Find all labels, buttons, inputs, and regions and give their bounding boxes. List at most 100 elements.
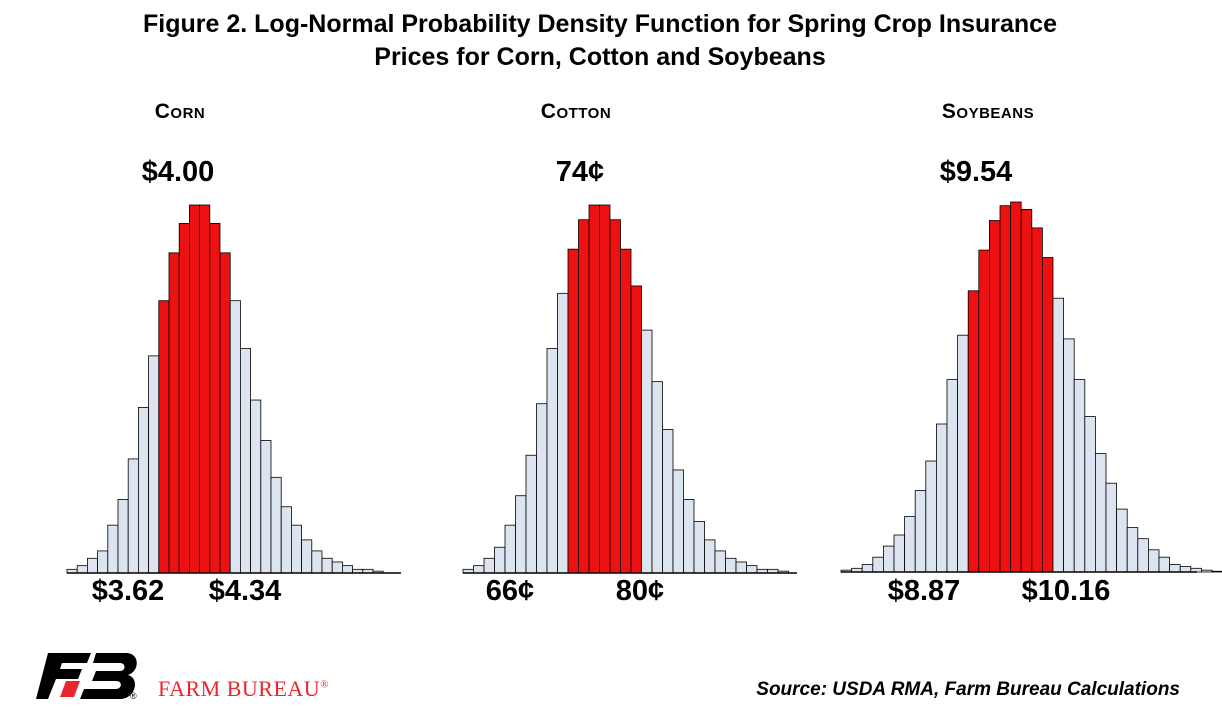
- corn-bar-1: [76, 565, 88, 574]
- corn-bar-16: [229, 300, 241, 574]
- corn-bar-7: [137, 406, 149, 574]
- corn-high-label: $4.34: [208, 575, 282, 607]
- corn-bar-21: [280, 506, 292, 574]
- corn-bar-26: [331, 561, 343, 574]
- cotton-panel-title: Cotton: [540, 100, 612, 123]
- soybeans-bar-4: [883, 545, 895, 573]
- soybeans-bar-18: [1031, 227, 1043, 573]
- source-note: Source: USDA RMA, Farm Bureau Calculatio…: [756, 679, 1180, 700]
- cotton-bar-22: [693, 521, 705, 574]
- corn-bar-4: [107, 524, 119, 574]
- soybeans-bar-16: [1010, 201, 1022, 573]
- soybeans-bar-24: [1095, 453, 1107, 573]
- cotton-bar-16: [630, 285, 642, 574]
- brand-name: FARM BUREAU: [158, 676, 321, 701]
- cotton-bar-1: [473, 565, 485, 574]
- corn-bar-14: [209, 222, 221, 574]
- cotton-bar-25: [725, 557, 737, 574]
- cotton-bar-14: [609, 219, 621, 574]
- corn-bar-13: [199, 204, 211, 574]
- corn-bar-2: [87, 557, 99, 574]
- cotton-bar-10: [567, 248, 579, 574]
- soybeans-bar-25: [1105, 482, 1118, 573]
- corn-bar-17: [239, 348, 251, 574]
- cotton-bar-6: [525, 454, 537, 574]
- corn-bar-18: [250, 399, 262, 574]
- soybeans-bar-9: [936, 423, 948, 573]
- brand-registered-mark: ®: [320, 678, 330, 691]
- corn-bar-24: [311, 550, 323, 574]
- soybeans-bar-27: [1126, 527, 1139, 573]
- soybeans-bar-35: [1211, 570, 1222, 573]
- soybeans-center-label: $9.54: [939, 156, 1013, 188]
- soybeans-bar-13: [978, 249, 990, 573]
- corn-bar-5: [117, 498, 129, 574]
- soybeans-bar-26: [1116, 508, 1128, 573]
- corn-bar-12: [188, 204, 200, 574]
- soybeans-bar-19: [1042, 257, 1054, 573]
- soybeans-bar-17: [1020, 208, 1033, 573]
- cotton-bar-5: [515, 495, 527, 574]
- corn-bar-15: [219, 252, 231, 574]
- soybeans-bar-30: [1158, 556, 1171, 573]
- cotton-high-label: 80¢: [615, 575, 665, 607]
- corn-bar-8: [148, 355, 160, 574]
- corn-bar-27: [341, 565, 353, 574]
- soybeans-high-label: $10.16: [1021, 575, 1111, 607]
- soybeans-bar-10: [946, 379, 959, 573]
- cotton-center-label: 74¢: [555, 156, 605, 188]
- corn-low-label: $3.62: [91, 575, 165, 607]
- soybeans-low-label: $8.87: [887, 575, 961, 607]
- soybeans-bar-15: [999, 205, 1012, 573]
- soybeans-bar-34: [1201, 569, 1213, 573]
- cotton-bar-15: [620, 248, 632, 574]
- farm-bureau-logo-icon: ®: [36, 653, 137, 701]
- farm-bureau-brand: FARM BUREAU®: [158, 676, 329, 702]
- cotton-bar-2: [483, 557, 495, 574]
- corn-bar-20: [270, 476, 282, 574]
- cotton-bar-3: [494, 546, 506, 574]
- soybeans-bar-11: [957, 334, 969, 573]
- corn-bar-22: [290, 524, 302, 574]
- cotton-bar-4: [504, 524, 516, 574]
- corn-bar-19: [260, 440, 272, 574]
- cotton-bar-8: [546, 348, 558, 574]
- soybeans-bar-14: [989, 220, 1001, 573]
- cotton-bar-27: [746, 565, 758, 574]
- corn-bar-11: [178, 222, 190, 574]
- cotton-bar-13: [599, 204, 611, 574]
- soybeans-bar-20: [1052, 297, 1065, 573]
- cotton-bar-24: [714, 550, 726, 574]
- soybeans-bar-6: [904, 516, 916, 573]
- soybeans-bar-23: [1084, 416, 1096, 573]
- soybeans-bar-22: [1073, 379, 1086, 573]
- cotton-bar-19: [662, 429, 674, 574]
- corn-bar-9: [158, 300, 170, 574]
- soybeans-bar-32: [1179, 566, 1192, 573]
- soybeans-bar-3: [872, 556, 884, 573]
- soybeans-bar-12: [967, 290, 980, 573]
- corn-bar-25: [321, 557, 333, 574]
- corn-bar-3: [97, 550, 109, 574]
- corn-panel-title: Corn: [154, 100, 206, 123]
- soybeans-bar-7: [914, 490, 927, 573]
- cotton-bar-12: [588, 204, 600, 574]
- cotton-bar-23: [704, 539, 716, 574]
- soybeans-bar-8: [925, 460, 937, 573]
- cotton-bar-21: [683, 498, 695, 574]
- corn-center-label: $4.00: [141, 156, 215, 188]
- corn-bar-23: [301, 539, 313, 574]
- cotton-bar-18: [651, 381, 663, 574]
- cotton-bar-9: [557, 292, 569, 574]
- soybeans-bar-5: [893, 534, 906, 573]
- soybeans-bar-21: [1063, 338, 1075, 573]
- cotton-bar-17: [641, 329, 653, 574]
- cotton-bar-7: [536, 403, 548, 574]
- corn-bar-10: [168, 252, 180, 574]
- soybeans-panel-title: Soybeans: [941, 100, 1035, 123]
- cotton-bar-11: [578, 219, 590, 574]
- cotton-bar-26: [735, 561, 747, 574]
- figure-title: Figure 2. Log-Normal Probability Density…: [0, 8, 1200, 74]
- cotton-low-label: 66¢: [485, 575, 535, 607]
- logo-registered-mark: ®: [130, 691, 137, 701]
